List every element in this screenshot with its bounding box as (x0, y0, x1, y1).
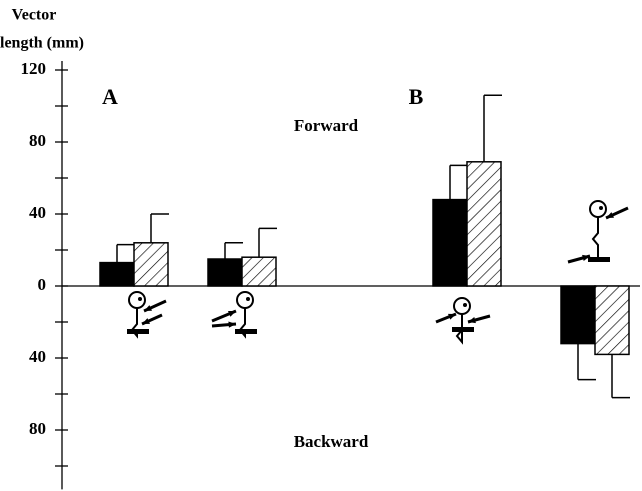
arrow-head (448, 314, 456, 320)
error-bar (578, 344, 596, 380)
figure-eye (138, 297, 142, 301)
figure-platform (588, 257, 610, 262)
error-bar (225, 243, 243, 259)
figure-head (454, 298, 470, 314)
y-axis-label: Vector (12, 7, 57, 24)
figure-platform (127, 329, 149, 334)
figure-body (593, 217, 598, 258)
bar (561, 286, 595, 344)
annotation: Backward (294, 432, 369, 451)
panel-label: A (102, 84, 118, 109)
error-bar (612, 354, 630, 397)
y-axis-label: length (mm) (0, 35, 84, 52)
error-bar (259, 228, 277, 257)
bar (595, 286, 629, 354)
figure-head (237, 292, 253, 308)
annotation: Forward (294, 116, 359, 135)
y-tick-label: 0 (38, 275, 47, 294)
bar (208, 259, 242, 286)
y-tick-label: 80 (29, 131, 46, 150)
bar (433, 200, 467, 286)
bar (242, 257, 276, 286)
error-bar (484, 95, 502, 162)
arrow-head (228, 311, 236, 317)
bar (100, 263, 134, 286)
error-bar (151, 214, 169, 243)
figure-platform (452, 327, 474, 332)
figure-head (129, 292, 145, 308)
y-tick-label: 40 (29, 203, 46, 222)
figure-platform (235, 329, 257, 334)
y-tick-label: 40 (29, 347, 46, 366)
panel-label: B (409, 84, 424, 109)
chart: Vector length (mm) A B Forward Backward … (0, 0, 642, 491)
y-tick-label: 120 (21, 59, 47, 78)
figure-head (590, 201, 606, 217)
error-bar (450, 165, 468, 199)
figure-eye (599, 206, 603, 210)
error-bar (117, 245, 135, 263)
bar (467, 162, 501, 286)
y-tick-label: 80 (29, 419, 46, 438)
figure-eye (463, 303, 467, 307)
figure-eye (246, 297, 250, 301)
bar (134, 243, 168, 286)
